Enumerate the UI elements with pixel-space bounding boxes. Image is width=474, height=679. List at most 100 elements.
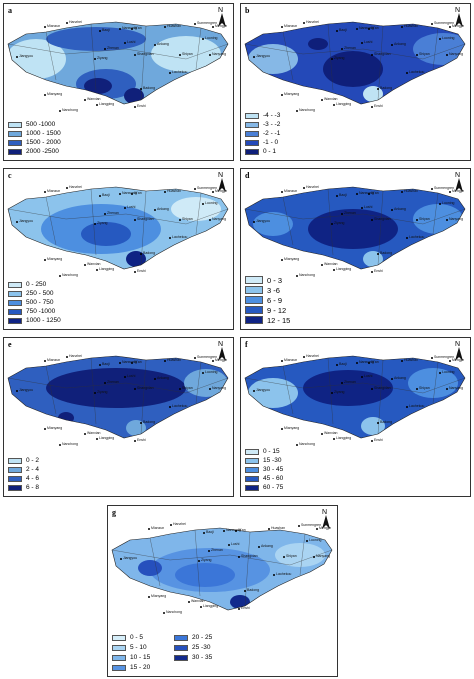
legend-item: 3 -6 bbox=[245, 285, 290, 295]
city-dot bbox=[119, 193, 121, 195]
city-dot bbox=[134, 388, 136, 390]
city-dot bbox=[253, 56, 255, 58]
city-label: Ziyang bbox=[201, 558, 212, 562]
north-arrow-icon: N bbox=[452, 7, 466, 29]
city-label: Mianyang bbox=[284, 257, 300, 261]
north-arrow-icon: N bbox=[215, 172, 229, 194]
city-label: Hanzhei bbox=[69, 20, 82, 24]
city-label: Sunmengren bbox=[434, 21, 455, 25]
city-label: Badong bbox=[143, 251, 156, 255]
city-dot bbox=[99, 195, 101, 197]
city-label: Nanwang bbox=[359, 26, 374, 30]
legend-item: -4 - -3 bbox=[245, 111, 280, 120]
city-dot bbox=[179, 388, 181, 390]
legend-c: 0 - 250 250 - 500 500 - 750 750 -1000 10… bbox=[8, 280, 61, 325]
map-panel-a: a N 500 -1000 1000 - 1500 1500 - 2000 20… bbox=[3, 3, 234, 161]
map-e bbox=[7, 355, 229, 439]
map-c bbox=[7, 186, 229, 270]
city-label: Wanxian bbox=[191, 599, 205, 603]
city-dot bbox=[446, 388, 448, 390]
city-label: Ziyang bbox=[334, 221, 345, 225]
city-dot bbox=[377, 253, 379, 255]
city-label: Mengjin bbox=[452, 358, 465, 362]
panel-label: a bbox=[8, 6, 12, 15]
city-dot bbox=[169, 237, 171, 239]
city-label: Zhenan bbox=[211, 548, 223, 552]
city-dot bbox=[377, 88, 379, 90]
legend-item: 15 -30 bbox=[245, 456, 283, 465]
city-dot bbox=[333, 438, 335, 440]
city-dot bbox=[44, 26, 46, 28]
city-label: Nanchong bbox=[62, 273, 78, 277]
city-label: Nanchong bbox=[166, 610, 182, 614]
legend-item: 0 - 3 bbox=[245, 275, 290, 285]
city-dot bbox=[321, 433, 323, 435]
city-dot bbox=[371, 219, 373, 221]
city-dot bbox=[99, 364, 101, 366]
city-label: Mengjin bbox=[215, 189, 228, 193]
city-dot bbox=[228, 544, 230, 546]
legend-item: 4 - 6 bbox=[8, 474, 39, 483]
legend-item: 6 - 8 bbox=[8, 483, 39, 492]
city-dot bbox=[244, 590, 246, 592]
city-label: Ziyang bbox=[97, 56, 108, 60]
city-dot bbox=[84, 99, 86, 101]
city-label: Shiyan bbox=[419, 52, 430, 56]
city-label: Hanzhei bbox=[306, 354, 319, 358]
city-label: Shangxian bbox=[374, 217, 391, 221]
city-dot bbox=[268, 528, 270, 530]
city-dot bbox=[66, 356, 68, 358]
map-d bbox=[244, 186, 466, 270]
city-dot bbox=[169, 406, 171, 408]
city-label: Sunmengren bbox=[197, 186, 218, 190]
city-dot bbox=[406, 237, 408, 239]
city-label: Luoning bbox=[205, 36, 218, 40]
north-arrow-icon: N bbox=[215, 7, 229, 29]
city-dot bbox=[303, 187, 305, 189]
legend-item: 30 - 45 bbox=[245, 465, 283, 474]
city-label: Mianyang bbox=[284, 92, 300, 96]
city-dot bbox=[371, 54, 373, 56]
city-dot bbox=[303, 356, 305, 358]
city-label: Lushi bbox=[127, 374, 136, 378]
city-label: Hanzhei bbox=[306, 185, 319, 189]
city-label: Xi'an bbox=[134, 360, 142, 364]
city-dot bbox=[406, 406, 408, 408]
legend-item: 60 - 75 bbox=[245, 483, 283, 492]
city-label: Zhenan bbox=[344, 46, 356, 50]
city-label: Liangping bbox=[336, 436, 352, 440]
map-g bbox=[111, 527, 333, 611]
city-dot bbox=[94, 392, 96, 394]
city-label: Laohekou bbox=[276, 572, 292, 576]
city-label: Nanwang bbox=[359, 360, 374, 364]
city-dot bbox=[169, 72, 171, 74]
map-f bbox=[244, 355, 466, 439]
city-dot bbox=[253, 221, 255, 223]
city-label: Mengjin bbox=[452, 189, 465, 193]
city-label: Luoning bbox=[442, 201, 455, 205]
city-label: Luoning bbox=[442, 36, 455, 40]
city-label: Huashan bbox=[167, 189, 182, 193]
city-dot bbox=[66, 187, 68, 189]
city-dot bbox=[194, 188, 196, 190]
city-label: Huashan bbox=[404, 189, 419, 193]
city-dot bbox=[119, 28, 121, 30]
city-dot bbox=[194, 23, 196, 25]
city-label: Xi'an bbox=[371, 191, 379, 195]
city-label: Mengjin bbox=[319, 526, 332, 530]
city-dot bbox=[449, 191, 451, 193]
city-dot bbox=[84, 264, 86, 266]
city-label: Shangxian bbox=[374, 386, 391, 390]
city-dot bbox=[200, 606, 202, 608]
city-label: Liangping bbox=[336, 102, 352, 106]
city-dot bbox=[439, 203, 441, 205]
city-dot bbox=[321, 264, 323, 266]
panel-label: d bbox=[245, 171, 250, 180]
city-dot bbox=[238, 556, 240, 558]
city-label: Mianzun bbox=[151, 526, 165, 530]
north-arrow-icon: N bbox=[452, 341, 466, 363]
city-label: Laohekou bbox=[172, 70, 188, 74]
city-label: Baoji bbox=[339, 362, 347, 366]
city-label: Nanchong bbox=[299, 442, 315, 446]
city-label: Mianyang bbox=[151, 594, 167, 598]
